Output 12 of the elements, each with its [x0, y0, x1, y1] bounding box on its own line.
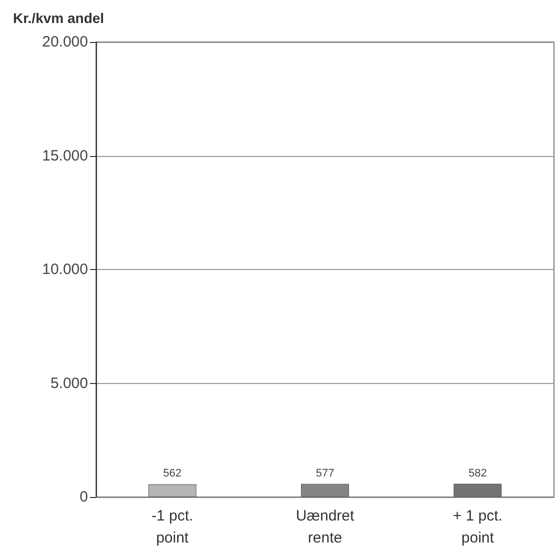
y-tick-label: 15.000	[42, 147, 88, 164]
x-tick-label: -1 pct. point	[151, 508, 194, 546]
y-tick-label: 20.000	[42, 34, 88, 50]
y-axis-title: Kr./kvm andel	[13, 10, 104, 26]
y-tick-label: 10.000	[42, 261, 88, 278]
data-label: 562	[163, 468, 182, 480]
data-label: 577	[316, 467, 334, 480]
data-label: 582	[468, 467, 487, 480]
x-tick-label: + 1 pct. point	[452, 508, 502, 546]
y-tick-label: 0	[80, 488, 88, 506]
x-tick-label: Uændret rente	[296, 508, 356, 546]
y-tick-label: 5.000	[50, 374, 88, 392]
